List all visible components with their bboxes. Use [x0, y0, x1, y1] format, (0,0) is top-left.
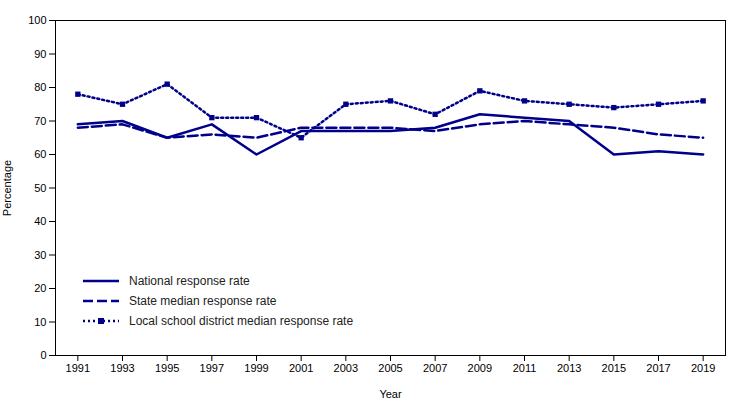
svg-text:1993: 1993 [110, 362, 134, 374]
svg-text:90: 90 [34, 48, 46, 60]
svg-text:50: 50 [34, 182, 46, 194]
svg-text:2003: 2003 [334, 362, 358, 374]
svg-text:1991: 1991 [66, 362, 90, 374]
svg-text:2019: 2019 [691, 362, 715, 374]
svg-text:60: 60 [34, 148, 46, 160]
svg-text:0: 0 [40, 349, 46, 361]
svg-text:80: 80 [34, 81, 46, 93]
svg-text:40: 40 [34, 215, 46, 227]
svg-text:20: 20 [34, 282, 46, 294]
svg-text:2001: 2001 [289, 362, 313, 374]
svg-text:2005: 2005 [378, 362, 402, 374]
html-text:Local school district median r: Local school district median response ra… [129, 314, 354, 328]
svg-text:30: 30 [34, 249, 46, 261]
svg-text:Year: Year [379, 388, 402, 400]
svg-text:2009: 2009 [468, 362, 492, 374]
svg-text:2007: 2007 [423, 362, 447, 374]
html-text:National response rate: National response rate [129, 274, 250, 288]
svg-text:2017: 2017 [646, 362, 670, 374]
svg-text:2011: 2011 [513, 362, 537, 374]
svg-text:2015: 2015 [602, 362, 626, 374]
svg-text:70: 70 [34, 115, 46, 127]
svg-text:1997: 1997 [200, 362, 224, 374]
svg-text:1995: 1995 [155, 362, 179, 374]
html-text:State median response rate: State median response rate [129, 294, 277, 308]
svg-text:Percentage: Percentage [1, 160, 13, 216]
svg-text:1999: 1999 [244, 362, 268, 374]
svg-text:10: 10 [34, 316, 46, 328]
svg-text:2013: 2013 [557, 362, 581, 374]
svg-text:100: 100 [28, 14, 46, 26]
